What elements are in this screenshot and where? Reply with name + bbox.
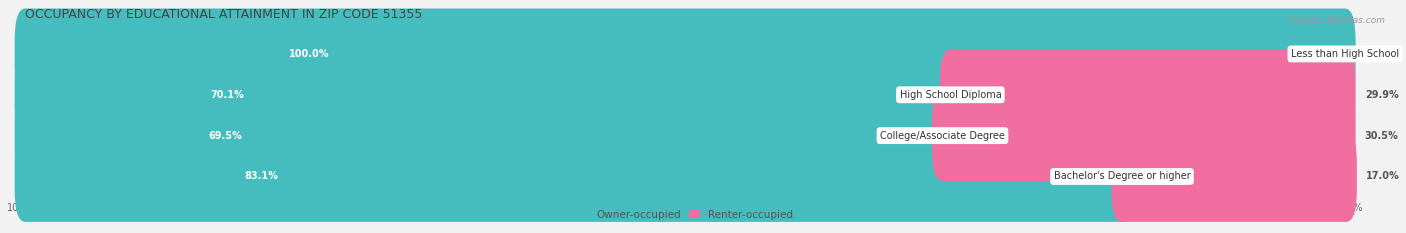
FancyBboxPatch shape xyxy=(1111,131,1357,222)
Text: College/Associate Degree: College/Associate Degree xyxy=(880,131,1005,141)
FancyBboxPatch shape xyxy=(14,9,1355,99)
Text: Less than High School: Less than High School xyxy=(1291,49,1399,59)
Text: 0.0%: 0.0% xyxy=(1365,49,1392,59)
Text: 29.9%: 29.9% xyxy=(1365,90,1399,100)
Text: 70.1%: 70.1% xyxy=(211,90,245,100)
FancyBboxPatch shape xyxy=(14,131,1355,222)
Legend: Owner-occupied, Renter-occupied: Owner-occupied, Renter-occupied xyxy=(574,206,797,224)
Text: OCCUPANCY BY EDUCATIONAL ATTAINMENT IN ZIP CODE 51355: OCCUPANCY BY EDUCATIONAL ATTAINMENT IN Z… xyxy=(25,7,423,21)
FancyBboxPatch shape xyxy=(14,9,1355,99)
FancyBboxPatch shape xyxy=(14,49,960,140)
Text: 100.0%: 100.0% xyxy=(290,49,329,59)
FancyBboxPatch shape xyxy=(932,90,1355,181)
FancyBboxPatch shape xyxy=(14,49,1355,140)
FancyBboxPatch shape xyxy=(939,49,1355,140)
Text: 17.0%: 17.0% xyxy=(1367,171,1400,182)
Text: 83.1%: 83.1% xyxy=(245,171,278,182)
Text: 30.5%: 30.5% xyxy=(1365,131,1399,141)
Text: 69.5%: 69.5% xyxy=(208,131,242,141)
FancyBboxPatch shape xyxy=(14,131,1132,222)
Text: High School Diploma: High School Diploma xyxy=(900,90,1001,100)
Text: Source: ZipAtlas.com: Source: ZipAtlas.com xyxy=(1289,16,1385,25)
FancyBboxPatch shape xyxy=(14,90,1355,181)
Text: Bachelor's Degree or higher: Bachelor's Degree or higher xyxy=(1053,171,1191,182)
FancyBboxPatch shape xyxy=(14,90,953,181)
